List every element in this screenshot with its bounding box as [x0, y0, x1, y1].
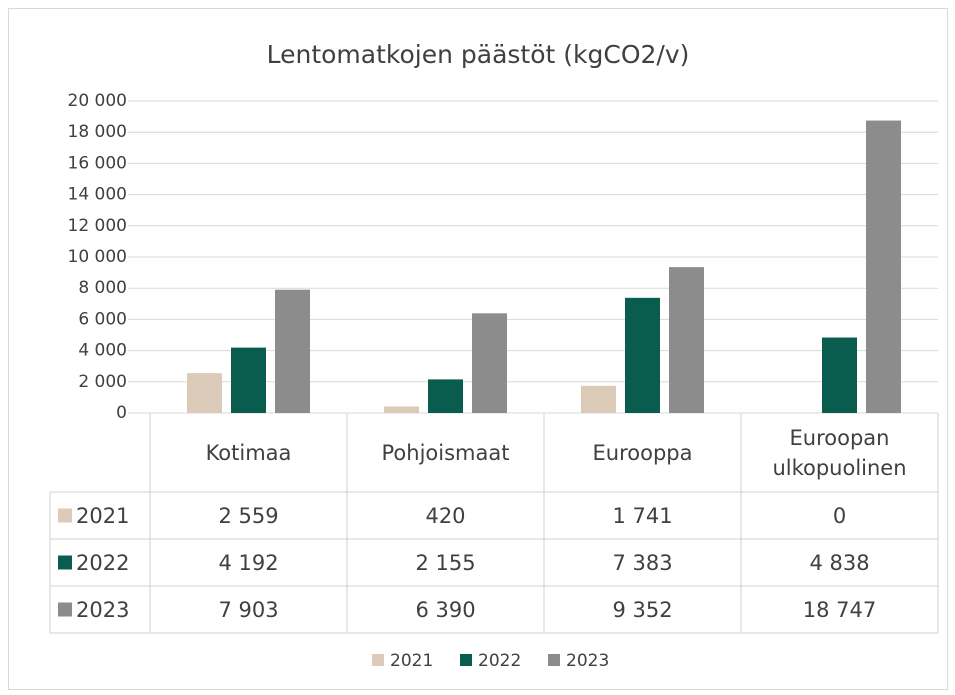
legend-key [460, 654, 472, 666]
y-tick-label: 14 000 [68, 185, 127, 205]
bar [231, 347, 266, 413]
table-series-name: 2023 [76, 597, 130, 622]
bar [669, 267, 704, 413]
table-value: 2 155 [415, 550, 476, 575]
table-value: 2 559 [218, 503, 279, 528]
bar [187, 373, 222, 413]
table-value: 7 903 [218, 597, 279, 622]
category-label: Pohjoismaat [381, 440, 510, 465]
y-tick-label: 16 000 [68, 153, 127, 173]
bar [384, 406, 419, 413]
bar [822, 337, 857, 413]
y-tick-label: 8 000 [78, 278, 127, 298]
table-series-name: 2021 [76, 503, 130, 528]
table-legend-key [58, 508, 72, 523]
bar [428, 379, 463, 413]
y-tick-label: 10 000 [68, 247, 127, 267]
legend-key [548, 654, 560, 666]
legend-key [372, 654, 384, 666]
legend-label: 2023 [566, 651, 609, 671]
y-tick-label: 18 000 [68, 122, 127, 142]
bar [866, 120, 901, 413]
y-tick-label: 0 [116, 403, 127, 423]
bar [625, 297, 660, 413]
category-label: Euroopan ulkopuolinen [772, 425, 907, 480]
category-label: Kotimaa [205, 440, 292, 465]
table-value: 0 [832, 503, 847, 528]
table-value: 7 383 [612, 550, 673, 575]
table-legend-key [58, 555, 72, 570]
chart-title: Lentomatkojen päästöt (kgCO2/v) [267, 40, 690, 69]
table-value: 420 [425, 503, 466, 528]
legend-label: 2021 [390, 651, 433, 671]
y-tick-label: 20 000 [68, 91, 127, 111]
legend-label: 2022 [478, 651, 521, 671]
y-tick-label: 12 000 [68, 216, 127, 236]
bar [581, 385, 616, 413]
table-value: 9 352 [612, 597, 673, 622]
table-value: 4 192 [218, 550, 279, 575]
table-value: 6 390 [415, 597, 476, 622]
y-tick-label: 4 000 [78, 341, 127, 361]
y-tick-label: 6 000 [78, 309, 127, 329]
table-value: 4 838 [809, 550, 870, 575]
table-legend-key [58, 602, 72, 617]
y-tick-label: 2 000 [78, 372, 127, 392]
table-series-name: 2022 [76, 550, 130, 575]
bar [472, 313, 507, 413]
bar [275, 289, 310, 413]
table-value: 18 747 [802, 597, 877, 622]
category-label: Eurooppa [592, 440, 693, 465]
table-value: 1 741 [612, 503, 673, 528]
